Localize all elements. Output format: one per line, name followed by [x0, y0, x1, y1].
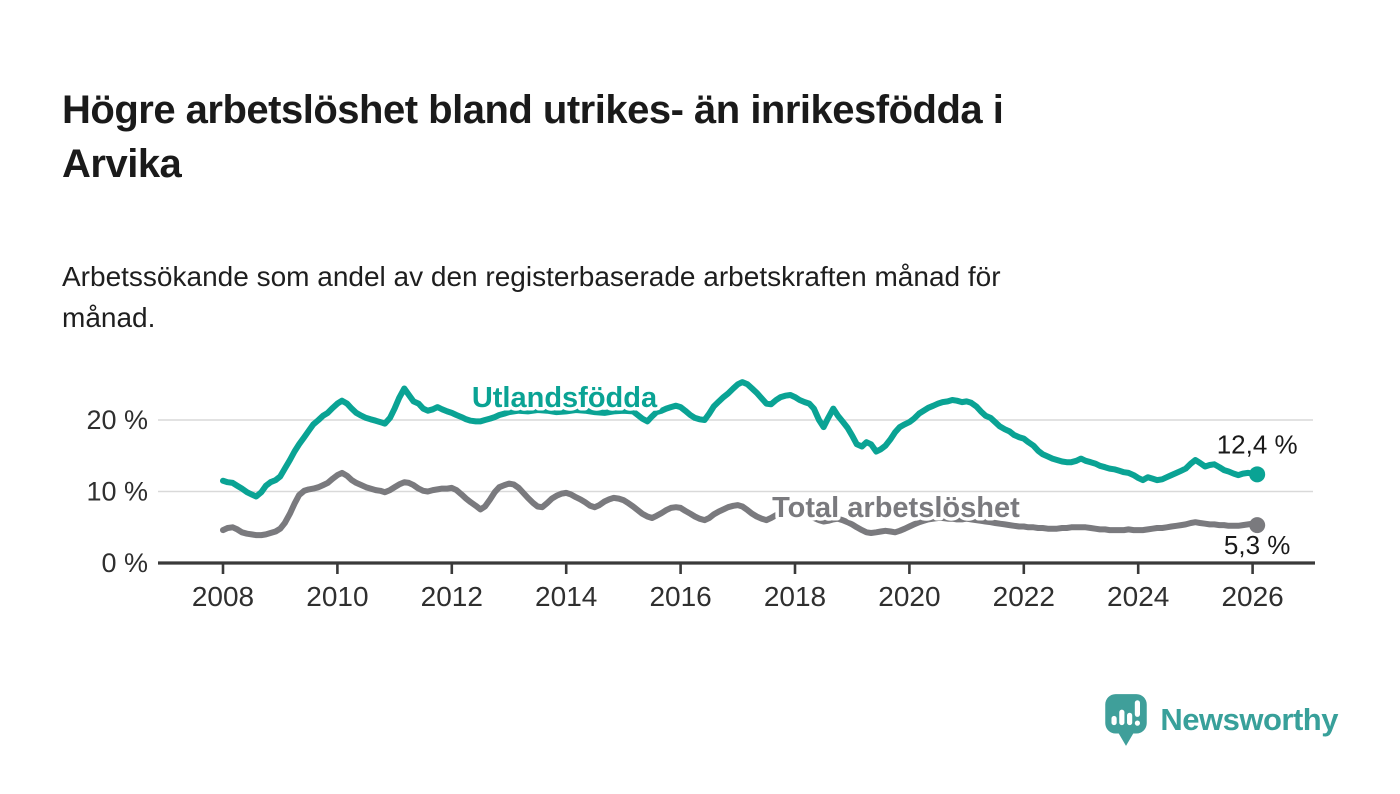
y-axis-tick-label: 20 %: [86, 405, 148, 435]
y-axis-tick-label: 0 %: [101, 548, 148, 578]
x-axis-tick-label: 2008: [192, 581, 254, 612]
chart-subtitle: Arbetssökande som andel av den registerb…: [62, 256, 1302, 338]
x-axis-tick-label: 2018: [764, 581, 826, 612]
logo-bubble-shape: [1105, 694, 1148, 746]
x-axis-tick-label: 2024: [1107, 581, 1169, 612]
x-axis-tick-label: 2012: [421, 581, 483, 612]
chart-subtitle-line1: Arbetssökande som andel av den registerb…: [62, 261, 1001, 292]
chart-subtitle-line2: månad.: [62, 302, 156, 333]
series-end-dot-total-arbetsloshet: [1249, 517, 1266, 534]
series-label-utlandsfodda: Utlandsfödda: [472, 382, 658, 414]
logo-bars-icon: [1111, 700, 1141, 726]
series-end-dot-utlandsfodda: [1249, 466, 1266, 483]
x-axis-tick-label: 2026: [1221, 581, 1283, 612]
x-axis-tick-label: 2010: [306, 581, 368, 612]
y-axis-tick-label: 10 %: [86, 477, 148, 507]
x-axis-tick-label: 2014: [535, 581, 597, 612]
x-axis-tick-label: 2016: [649, 581, 711, 612]
series-line-total-arbetsloshet: [220, 469, 1261, 539]
newsworthy-logo-icon: [1105, 694, 1148, 746]
series-end-value-utlandsfodda: 12,4 %: [1217, 429, 1298, 459]
newsworthy-logo-text: Newsworthy: [1160, 702, 1338, 737]
page-title-line2: Arvika: [62, 141, 182, 186]
page-title: Högre arbetslöshet bland utrikes- än inr…: [62, 83, 1352, 191]
x-axis-tick-label: 2022: [993, 581, 1055, 612]
newsworthy-logo: Newsworthy: [1103, 692, 1338, 748]
series-line-utlandsfodda: [220, 379, 1261, 500]
x-axis-tick-label: 2020: [878, 581, 940, 612]
series-end-value-total-arbetsloshet: 5,3 %: [1224, 530, 1291, 560]
page-title-line1: Högre arbetslöshet bland utrikes- än inr…: [62, 87, 1004, 132]
series-label-total-arbetsloshet: Total arbetslöshet: [772, 492, 1020, 524]
